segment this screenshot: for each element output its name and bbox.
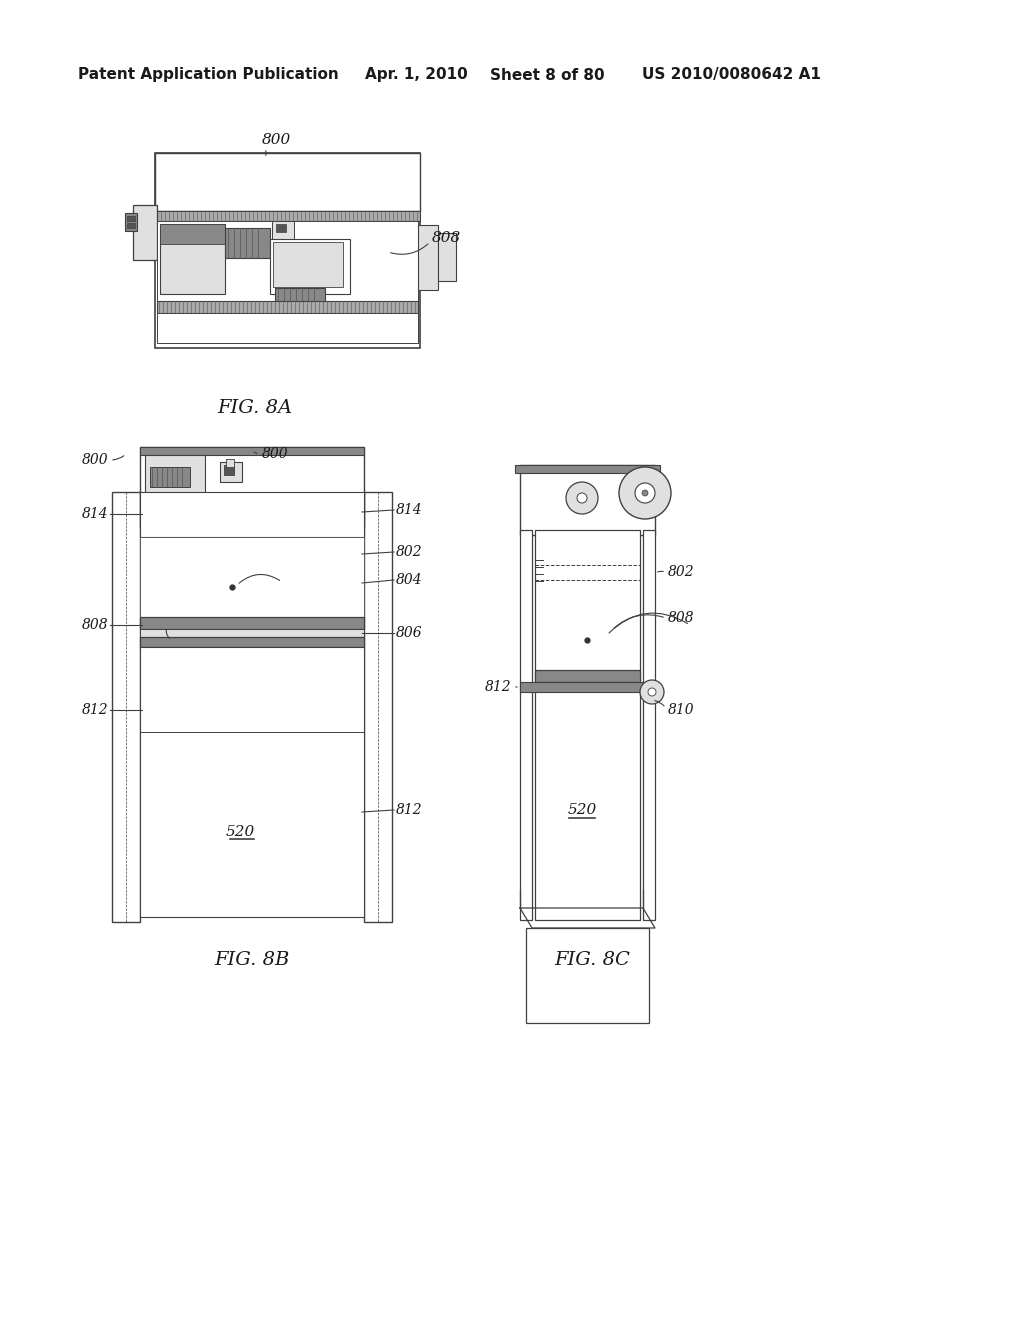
Circle shape — [648, 688, 656, 696]
Circle shape — [642, 490, 648, 496]
Bar — [520, 531, 532, 920]
Circle shape — [618, 467, 671, 519]
Text: 808: 808 — [81, 618, 108, 632]
Bar — [226, 459, 234, 467]
Circle shape — [577, 492, 587, 503]
Bar — [127, 216, 135, 220]
Text: 806: 806 — [396, 626, 423, 640]
Text: 800: 800 — [81, 453, 108, 467]
Bar — [364, 492, 392, 921]
Circle shape — [566, 482, 598, 513]
Bar — [157, 220, 418, 301]
Bar — [155, 153, 420, 348]
Bar — [133, 205, 157, 260]
Text: US 2010/0080642 A1: US 2010/0080642 A1 — [642, 67, 821, 82]
Text: FIG. 8B: FIG. 8B — [214, 950, 290, 969]
Text: Sheet 8 of 80: Sheet 8 of 80 — [490, 67, 604, 82]
Bar — [535, 671, 640, 682]
Bar — [140, 537, 364, 616]
Text: 800: 800 — [262, 447, 289, 461]
Circle shape — [635, 483, 655, 503]
Text: 812: 812 — [81, 704, 108, 717]
Text: 800: 800 — [262, 133, 291, 147]
Bar — [276, 224, 286, 232]
Bar — [125, 213, 137, 231]
Text: 812: 812 — [396, 803, 423, 817]
Text: 804: 804 — [396, 573, 423, 587]
Bar — [438, 234, 456, 281]
Bar — [140, 638, 364, 647]
Bar — [225, 228, 270, 257]
Text: 810: 810 — [668, 704, 694, 717]
Bar — [220, 462, 242, 482]
Bar — [520, 465, 655, 535]
Bar — [160, 224, 225, 244]
Bar — [270, 239, 350, 294]
Bar — [526, 928, 649, 1023]
Text: 808: 808 — [668, 611, 694, 624]
Bar — [140, 447, 364, 455]
Circle shape — [640, 680, 664, 704]
Bar — [418, 224, 438, 290]
Text: 520: 520 — [225, 825, 255, 840]
Bar — [157, 301, 418, 313]
Text: 812: 812 — [484, 680, 511, 694]
Bar — [520, 682, 655, 692]
Bar — [127, 223, 135, 228]
Bar — [643, 531, 655, 920]
Text: 808: 808 — [432, 231, 461, 246]
Bar — [145, 455, 205, 510]
Text: 520: 520 — [567, 803, 597, 817]
Bar — [275, 288, 325, 302]
Bar — [515, 465, 660, 473]
Bar — [157, 313, 418, 343]
Text: Apr. 1, 2010: Apr. 1, 2010 — [365, 67, 468, 82]
Bar — [155, 153, 420, 211]
Bar — [155, 211, 420, 220]
Text: FIG. 8C: FIG. 8C — [554, 950, 630, 969]
Bar — [112, 492, 140, 921]
Text: 814: 814 — [81, 507, 108, 521]
Bar — [272, 220, 294, 239]
Bar — [535, 531, 640, 920]
Bar — [140, 630, 364, 638]
Text: 802: 802 — [396, 545, 423, 558]
Bar — [224, 465, 234, 475]
Bar — [140, 492, 364, 537]
Bar — [140, 447, 364, 527]
Bar — [273, 242, 343, 286]
Bar — [160, 224, 225, 294]
Bar — [140, 616, 364, 630]
Text: 814: 814 — [396, 503, 423, 517]
Bar — [295, 302, 309, 310]
Text: Patent Application Publication: Patent Application Publication — [78, 67, 339, 82]
Bar — [150, 467, 190, 487]
Text: FIG. 8A: FIG. 8A — [217, 399, 293, 417]
Bar — [145, 543, 359, 564]
Text: 802: 802 — [668, 565, 694, 579]
Bar — [140, 647, 364, 917]
